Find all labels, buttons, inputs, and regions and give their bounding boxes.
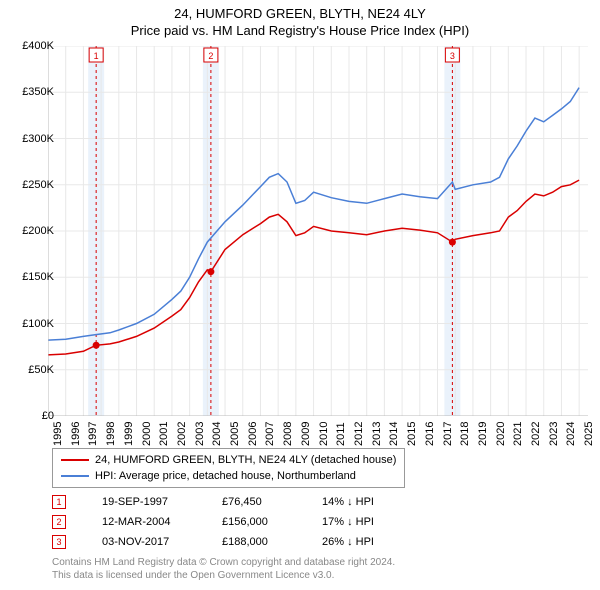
- marker-badge-3: 3: [52, 535, 66, 549]
- xtick-label: 2023: [548, 422, 560, 446]
- attribution: Contains HM Land Registry data © Crown c…: [52, 556, 395, 582]
- chart-plot-area: 1 2 3: [48, 46, 588, 416]
- marker-1-date: 19-SEP-1997: [102, 496, 222, 508]
- markers-table: 1 19-SEP-1997 £76,450 14% ↓ HPI 2 12-MAR…: [52, 492, 422, 552]
- xtick-label: 2010: [318, 422, 330, 446]
- xtick-label: 1999: [123, 422, 135, 446]
- ytick-label: £100K: [22, 318, 54, 330]
- attribution-line2: This data is licensed under the Open Gov…: [52, 569, 395, 582]
- xtick-label: 1998: [105, 422, 117, 446]
- xtick-label: 2006: [247, 422, 259, 446]
- xtick-label: 2004: [211, 422, 223, 446]
- title-address: 24, HUMFORD GREEN, BLYTH, NE24 4LY: [0, 6, 600, 21]
- xtick-label: 2005: [229, 422, 241, 446]
- xtick-label: 2002: [176, 422, 188, 446]
- ytick-label: £200K: [22, 225, 54, 237]
- xtick-label: 2019: [477, 422, 489, 446]
- xtick-label: 1995: [52, 422, 64, 446]
- xtick-label: 2018: [459, 422, 471, 446]
- chart-container: 24, HUMFORD GREEN, BLYTH, NE24 4LY Price…: [0, 0, 600, 590]
- xtick-label: 1996: [70, 422, 82, 446]
- xtick-label: 2022: [530, 422, 542, 446]
- legend: 24, HUMFORD GREEN, BLYTH, NE24 4LY (deta…: [52, 448, 405, 488]
- xtick-label: 2020: [495, 422, 507, 446]
- marker-badge-2: 2: [52, 515, 66, 529]
- legend-swatch-hpi: [61, 475, 89, 477]
- marker-3-pct: 26% ↓ HPI: [322, 536, 422, 548]
- svg-text:2: 2: [208, 51, 213, 61]
- marker-2-date: 12-MAR-2004: [102, 516, 222, 528]
- ytick-label: £250K: [22, 179, 54, 191]
- xtick-label: 2013: [371, 422, 383, 446]
- xtick-label: 2021: [512, 422, 524, 446]
- attribution-line1: Contains HM Land Registry data © Crown c…: [52, 556, 395, 569]
- xtick-label: 2003: [194, 422, 206, 446]
- legend-swatch-property: [61, 459, 89, 461]
- xtick-label: 2001: [158, 422, 170, 446]
- marker-badge-1-num: 1: [56, 497, 61, 507]
- xtick-label: 2009: [300, 422, 312, 446]
- ytick-label: £150K: [22, 271, 54, 283]
- chart-titles: 24, HUMFORD GREEN, BLYTH, NE24 4LY Price…: [0, 0, 600, 38]
- legend-label-property: 24, HUMFORD GREEN, BLYTH, NE24 4LY (deta…: [95, 452, 396, 468]
- xtick-label: 2024: [565, 422, 577, 446]
- legend-item-hpi: HPI: Average price, detached house, Nort…: [61, 468, 396, 484]
- ytick-label: £50K: [28, 364, 54, 376]
- marker-2-pct: 17% ↓ HPI: [322, 516, 422, 528]
- marker-1-price: £76,450: [222, 496, 322, 508]
- marker-badge-3-num: 3: [56, 537, 61, 547]
- xtick-label: 2007: [264, 422, 276, 446]
- ytick-label: £350K: [22, 86, 54, 98]
- marker-1-pct: 14% ↓ HPI: [322, 496, 422, 508]
- svg-text:1: 1: [94, 51, 99, 61]
- legend-label-hpi: HPI: Average price, detached house, Nort…: [95, 468, 356, 484]
- legend-item-property: 24, HUMFORD GREEN, BLYTH, NE24 4LY (deta…: [61, 452, 396, 468]
- marker-badge-1: 1: [52, 495, 66, 509]
- svg-text:3: 3: [450, 51, 455, 61]
- xtick-label: 1997: [87, 422, 99, 446]
- xtick-label: 2014: [388, 422, 400, 446]
- ytick-label: £400K: [22, 40, 54, 52]
- title-subtitle: Price paid vs. HM Land Registry's House …: [0, 23, 600, 38]
- xtick-label: 2011: [335, 422, 347, 446]
- xtick-label: 2000: [141, 422, 153, 446]
- chart-svg: 1 2 3: [48, 46, 588, 416]
- marker-3-price: £188,000: [222, 536, 322, 548]
- marker-row-2: 2 12-MAR-2004 £156,000 17% ↓ HPI: [52, 512, 422, 532]
- marker-2-price: £156,000: [222, 516, 322, 528]
- ytick-label: £300K: [22, 133, 54, 145]
- marker-row-3: 3 03-NOV-2017 £188,000 26% ↓ HPI: [52, 532, 422, 552]
- xtick-label: 2017: [442, 422, 454, 446]
- xtick-label: 2025: [583, 422, 595, 446]
- marker-badge-2-num: 2: [56, 517, 61, 527]
- marker-row-1: 1 19-SEP-1997 £76,450 14% ↓ HPI: [52, 492, 422, 512]
- xtick-label: 2016: [424, 422, 436, 446]
- xtick-label: 2015: [406, 422, 418, 446]
- ytick-label: £0: [42, 410, 54, 422]
- marker-3-date: 03-NOV-2017: [102, 536, 222, 548]
- xtick-label: 2012: [353, 422, 365, 446]
- xtick-label: 2008: [282, 422, 294, 446]
